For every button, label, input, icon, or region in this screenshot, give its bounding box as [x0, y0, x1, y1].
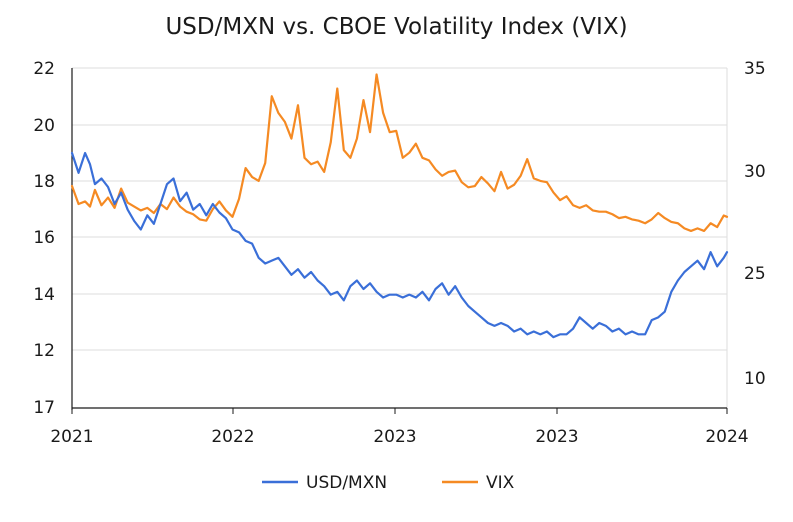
left-tick-label: 22 [33, 59, 55, 79]
vix-line [70, 73, 729, 233]
right-tick-label: 10 [744, 369, 766, 389]
usd-mxn-line [70, 151, 729, 339]
left-tick-label: 20 [33, 116, 55, 136]
left-tick-label: 18 [33, 172, 55, 192]
chart-title: USD/MXN vs. CBOE Volatility Index (VIX) [165, 14, 628, 40]
left-tick-label: 14 [33, 285, 55, 305]
x-tick-label: 2021 [50, 427, 93, 447]
x-tick-label: 2022 [211, 427, 254, 447]
right-tick-label: 30 [744, 162, 766, 182]
left-tick-label: 17 [33, 398, 55, 418]
legend: USD/MXN VIX [262, 473, 515, 493]
left-tick-label: 16 [33, 228, 55, 248]
right-tick-label: 35 [744, 59, 766, 79]
x-tick-label: 2024 [705, 427, 748, 447]
x-tick-label: 2023 [373, 427, 416, 447]
left-tick-label: 12 [33, 341, 55, 361]
x-tick-label: 2023 [535, 427, 578, 447]
right-tick-label: 25 [744, 264, 766, 284]
legend-label-vix: VIX [486, 473, 515, 493]
legend-label-usd-mxn: USD/MXN [306, 473, 387, 493]
